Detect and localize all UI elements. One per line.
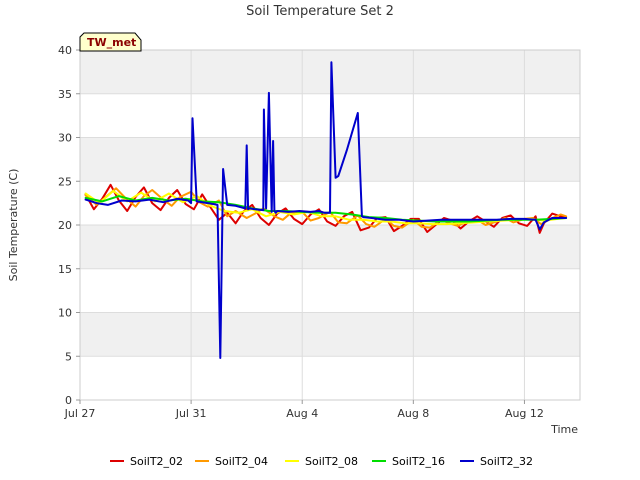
y-tick-label: 15: [58, 263, 72, 276]
y-tick-label: 0: [65, 394, 72, 407]
y-tick-label: 25: [58, 175, 72, 188]
y-tick-label: 35: [58, 88, 72, 101]
chart-title: Soil Temperature Set 2: [246, 4, 394, 19]
y-tick-label: 20: [58, 219, 72, 232]
plot-band: [80, 312, 580, 357]
plot-bands: [80, 50, 580, 357]
legend-item: SoilT2_32: [460, 455, 533, 468]
y-axis-ticks: 0 5 10 15 20 25 30 35 40: [58, 44, 80, 407]
y-tick-label: 30: [58, 132, 72, 145]
site-badge: TW_met: [79, 32, 142, 52]
legend-item: SoilT2_16: [372, 455, 445, 468]
x-tick-label: Jul 27: [64, 407, 96, 420]
x-tick-label: Jul 31: [175, 407, 207, 420]
legend-label: SoilT2_04: [215, 455, 268, 468]
legend-label: SoilT2_32: [480, 455, 533, 468]
legend-item: SoilT2_02: [110, 455, 183, 468]
site-badge-box: [79, 32, 142, 52]
x-tick-label: Aug 8: [397, 407, 429, 420]
plot-band: [80, 225, 580, 269]
series-lines: [84, 61, 568, 359]
x-axis-label: Time: [550, 423, 578, 436]
legend-item: SoilT2_08: [285, 455, 358, 468]
legend-label: SoilT2_16: [392, 455, 445, 468]
series-line-soilt2-32: [84, 61, 568, 359]
x-tick-label: Aug 12: [505, 407, 544, 420]
y-tick-label: 40: [58, 44, 72, 57]
y-tick-label: 10: [58, 307, 72, 320]
y-axis-label: Soil Temperature (C): [7, 169, 20, 282]
site-badge-label: TW_met: [87, 36, 136, 49]
legend: SoilT2_02 SoilT2_04 SoilT2_08 SoilT2_16 Soil…: [110, 455, 533, 468]
x-tick-label: Aug 4: [286, 407, 318, 420]
legend-label: SoilT2_08: [305, 455, 358, 468]
legend-item: SoilT2_04: [195, 455, 268, 468]
legend-label: SoilT2_02: [130, 455, 183, 468]
y-tick-label: 5: [65, 350, 72, 363]
x-axis-ticks: Jul 27 Jul 31 Aug 4 Aug 8 Aug 12: [64, 400, 544, 420]
plot-band: [80, 50, 580, 94]
